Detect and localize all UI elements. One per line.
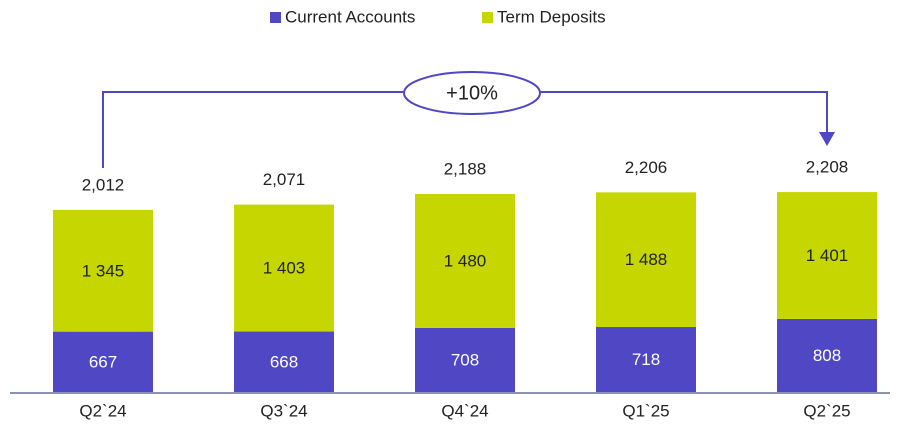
growth-bracket: +10% (102, 71, 835, 168)
bar-segment (234, 204, 334, 332)
bar-segment (234, 331, 334, 392)
annotation: +10% (446, 82, 498, 104)
total-label: 2,012 (82, 175, 125, 194)
value-label: 1 488 (625, 250, 668, 269)
bracket-line (102, 91, 404, 168)
legend-swatch (482, 12, 493, 23)
value-label: 668 (270, 352, 298, 371)
x-tick-label: Q4`24 (441, 401, 488, 420)
value-label: 808 (813, 346, 841, 365)
bar-segment (596, 327, 696, 392)
legend-label: Current Accounts (285, 7, 415, 26)
bar-segment (415, 193, 515, 328)
x-tick-label: Q2`24 (79, 401, 126, 420)
x-tick-label: Q1`25 (622, 401, 669, 420)
bar-segment (53, 209, 153, 332)
bar-segment (777, 192, 877, 319)
total-label: 2,188 (444, 159, 487, 178)
value-label: 1 480 (444, 251, 487, 270)
bracket-arrow (819, 132, 835, 146)
annotation-ellipse (403, 71, 541, 115)
value-label: 667 (89, 352, 117, 371)
total-label: 2,206 (625, 158, 668, 177)
legend-swatch (270, 12, 281, 23)
legend-label: Term Deposits (497, 7, 606, 26)
bar-segment (415, 327, 515, 392)
total-label: 2,071 (263, 170, 306, 189)
bar-segment (596, 192, 696, 328)
x-tick-label: Q2`25 (803, 401, 850, 420)
value-label: 718 (632, 350, 660, 369)
bar-segment (53, 331, 153, 392)
value-label: 1 401 (806, 246, 849, 265)
value-label: 1 345 (82, 261, 125, 280)
value-label: 708 (451, 350, 479, 369)
value-label: 1 403 (263, 259, 306, 278)
bar-segment (777, 318, 877, 392)
x-tick-label: Q3`24 (260, 401, 307, 420)
total-label: 2,208 (806, 158, 849, 177)
bracket-line (540, 91, 828, 134)
